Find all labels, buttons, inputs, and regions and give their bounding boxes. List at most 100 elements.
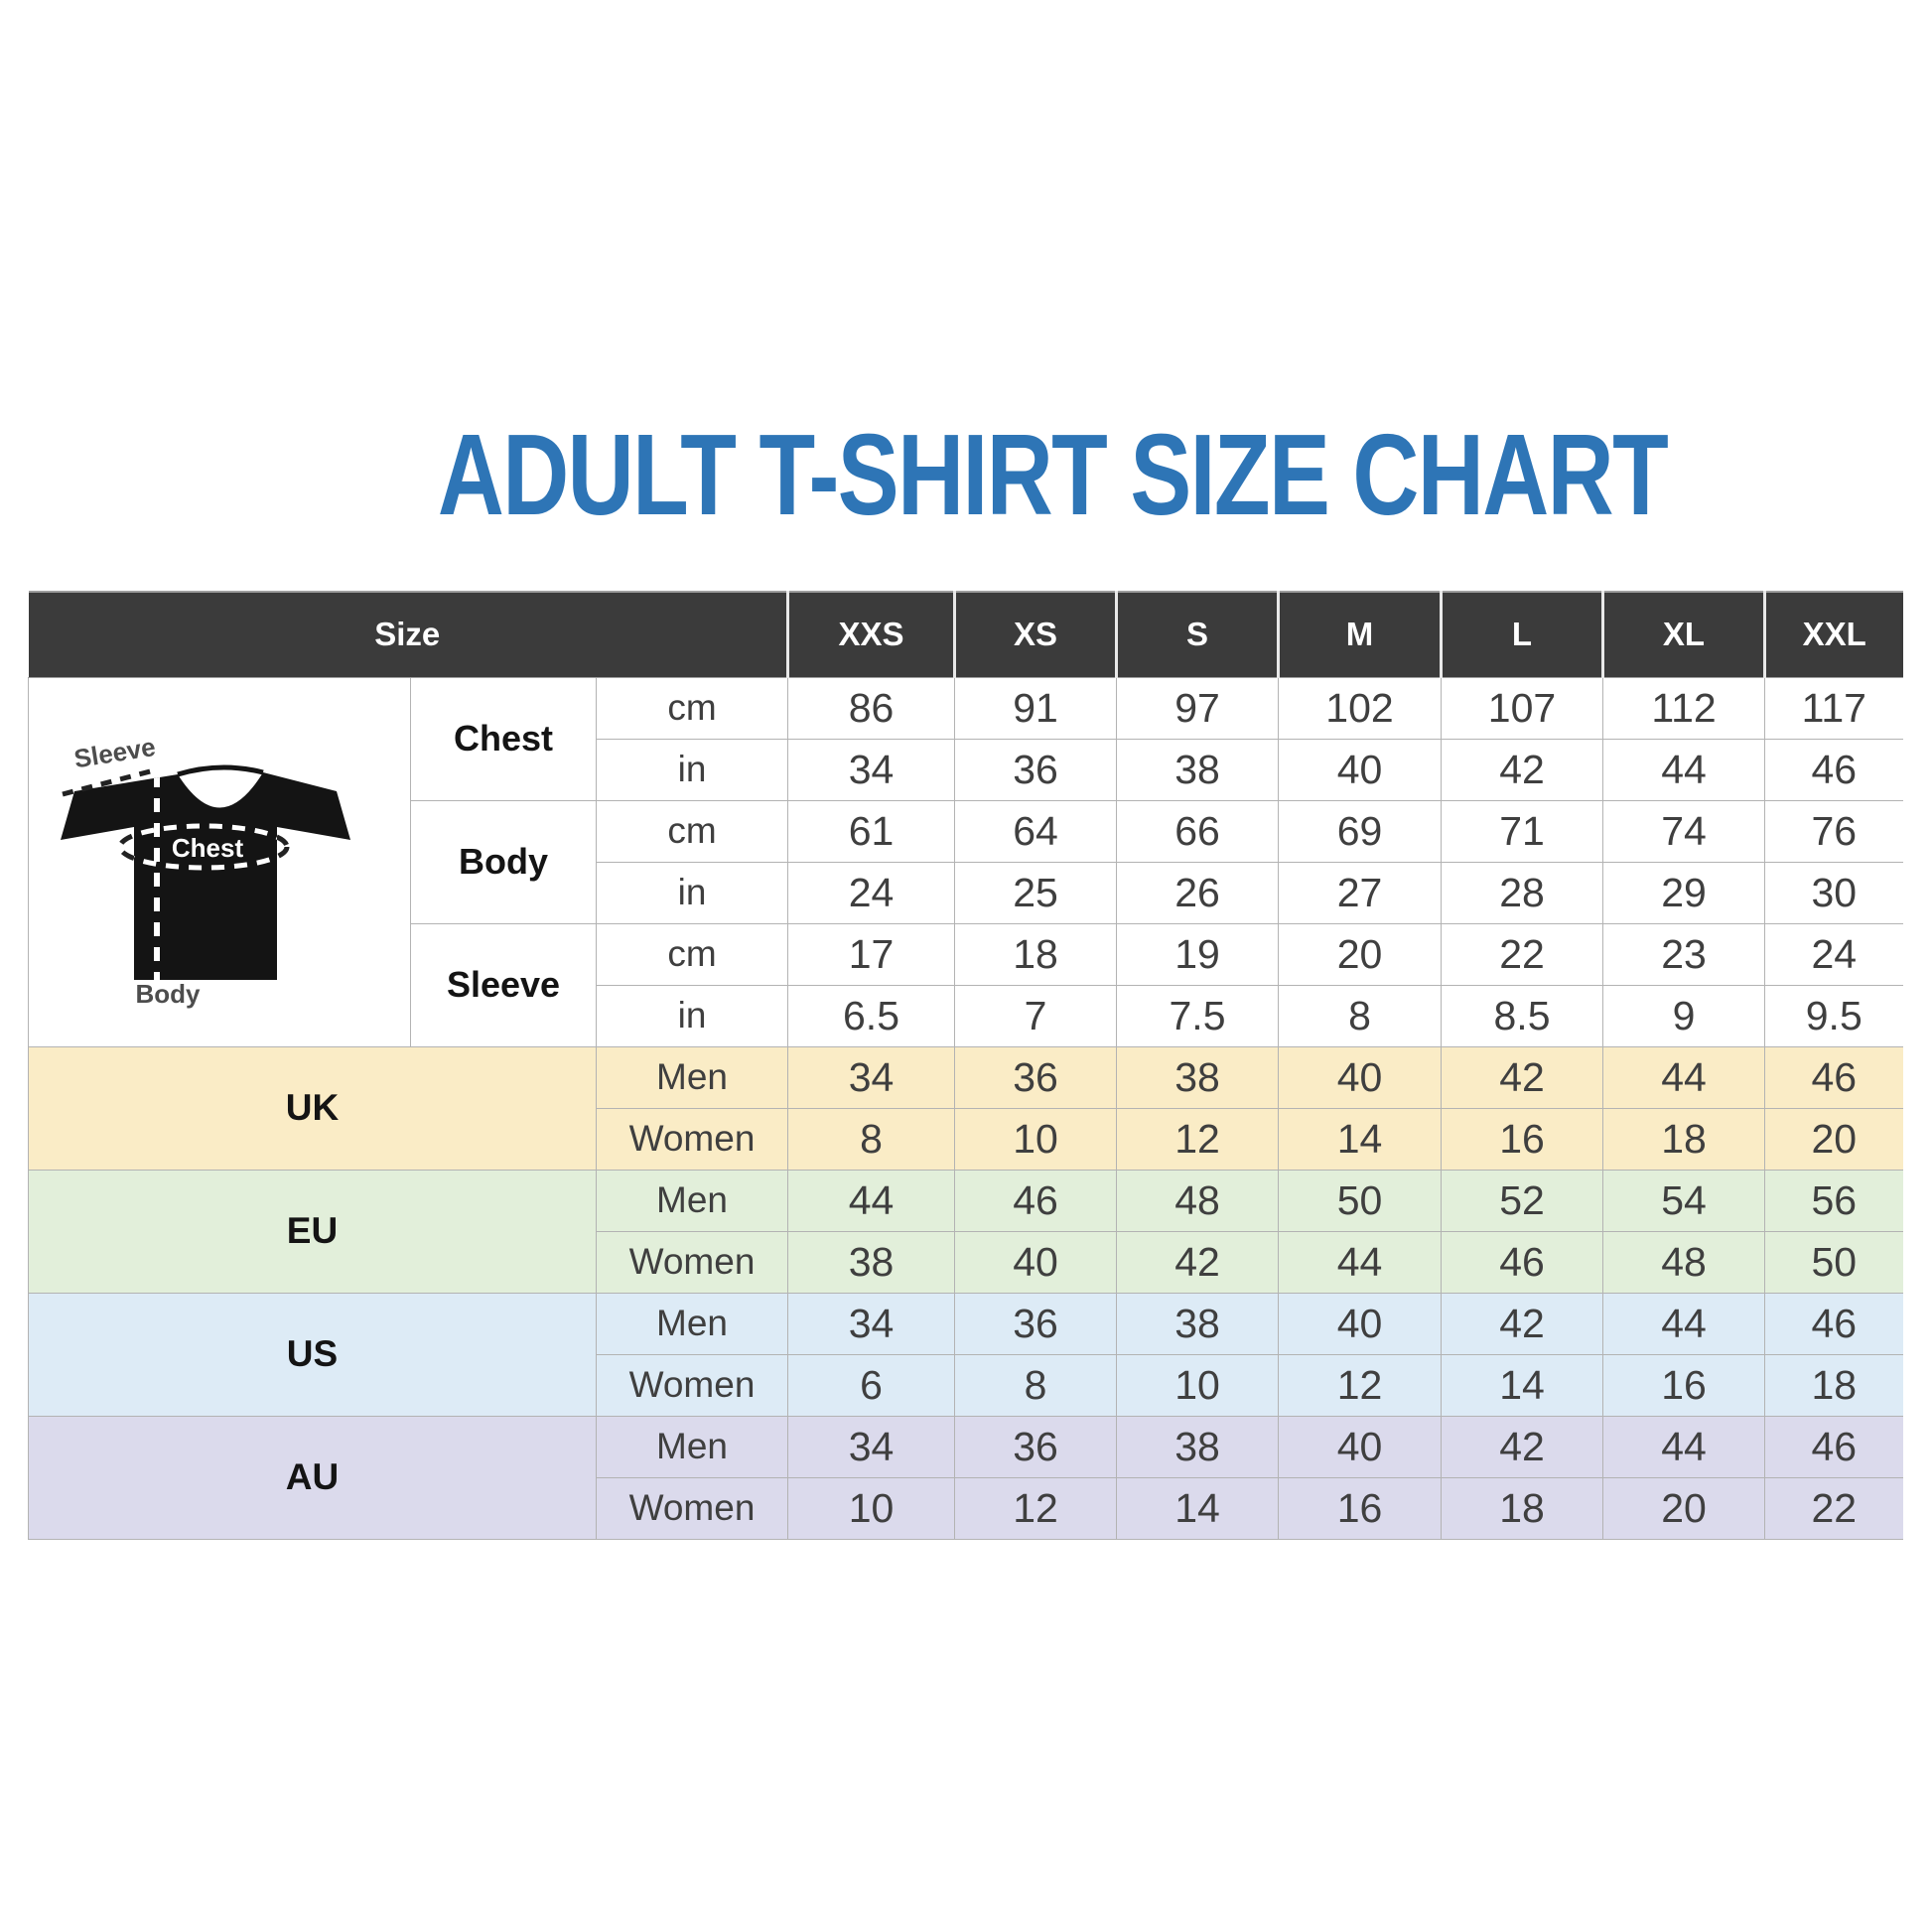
chest-label: Chest	[172, 833, 244, 863]
size-value-cell: 10	[1116, 1353, 1279, 1417]
size-value-cell: 44	[1278, 1230, 1442, 1294]
collar-line	[177, 764, 264, 776]
size-value-cell: 46	[1764, 1045, 1903, 1109]
unit-cell: in	[596, 861, 788, 924]
size-value-cell: 28	[1441, 861, 1603, 924]
size-value-cell: 16	[1278, 1476, 1442, 1540]
size-value-cell: 29	[1602, 861, 1765, 924]
row-body-cm: Body cm 61 64 66 69 71 74 76	[29, 799, 1903, 924]
size-value-cell: 74	[1602, 799, 1765, 863]
size-value-cell: 10	[954, 1107, 1117, 1171]
size-value-cell: 8.5	[1441, 984, 1603, 1047]
row-eu-men: EU Men 44 46 48 50 52 54 56	[28, 1169, 1903, 1294]
size-value-cell: 24	[787, 861, 955, 924]
size-value-cell: 52	[1441, 1169, 1603, 1232]
size-value-cell: 40	[1278, 1045, 1442, 1109]
size-value-cell: 6	[787, 1353, 955, 1417]
size-value-cell: 44	[1602, 1292, 1765, 1355]
region-label-us: US	[28, 1292, 597, 1417]
size-value-cell: 46	[1764, 1415, 1903, 1478]
row-uk-women: Women 8 10 12 14 16 18 20	[29, 1107, 1903, 1171]
size-value-cell: 42	[1441, 1415, 1603, 1478]
row-au-women: Women 10 12 14 16 18 20 22	[29, 1476, 1903, 1540]
unit-cell: Women	[596, 1353, 788, 1417]
size-value-cell: 46	[1764, 1292, 1903, 1355]
size-value-cell: 61	[787, 799, 955, 863]
row-au-men: AU Men 34 36 38 40 42 44 46	[28, 1415, 1903, 1540]
unit-cell: Men	[596, 1169, 788, 1232]
size-value-cell: 48	[1602, 1230, 1765, 1294]
page-title: ADULT T-SHIRT SIZE CHART	[437, 410, 1669, 539]
size-chart-table: Size XXS XS S M L XL XXL	[28, 591, 1903, 1540]
size-value-cell: 86	[787, 676, 955, 740]
size-value-cell: 38	[1116, 738, 1279, 801]
size-value-cell: 66	[1116, 799, 1279, 863]
size-value-cell: 40	[954, 1230, 1117, 1294]
size-value-cell: 46	[1441, 1230, 1603, 1294]
header-size: Size	[28, 591, 788, 678]
size-value-cell: 56	[1764, 1169, 1903, 1232]
row-body-in: in 24 25 26 27 28 29 30	[29, 861, 1903, 924]
region-label-au: AU	[28, 1415, 597, 1540]
header-m: M	[1277, 591, 1442, 678]
size-value-cell: 18	[1602, 1107, 1765, 1171]
size-value-cell: 34	[787, 1292, 955, 1355]
size-value-cell: 16	[1602, 1353, 1765, 1417]
size-value-cell: 12	[954, 1476, 1117, 1540]
unit-cell: cm	[596, 799, 788, 863]
size-value-cell: 64	[954, 799, 1117, 863]
size-value-cell: 42	[1441, 1045, 1603, 1109]
size-value-cell: 26	[1116, 861, 1279, 924]
region-label-uk: UK	[28, 1045, 597, 1171]
size-value-cell: 40	[1278, 738, 1442, 801]
size-value-cell: 23	[1602, 922, 1765, 986]
size-value-cell: 44	[787, 1169, 955, 1232]
size-value-cell: 8	[954, 1353, 1117, 1417]
size-value-cell: 46	[954, 1169, 1117, 1232]
size-value-cell: 107	[1441, 676, 1603, 740]
row-chest-cm: Sleeve Chest Body Chest cm 86 91 97 102 …	[28, 676, 1903, 1047]
size-value-cell: 34	[787, 1415, 955, 1478]
unit-cell: cm	[596, 922, 788, 986]
tshirt-diagram-cell: Sleeve Chest Body	[28, 676, 411, 1047]
row-uk-men: UK Men 34 36 38 40 42 44 46	[28, 1045, 1903, 1171]
chest-ellipse-outer	[117, 823, 290, 870]
row-chest-in: in 34 36 38 40 42 44 46	[29, 738, 1903, 801]
size-value-cell: 50	[1764, 1230, 1903, 1294]
size-value-cell: 91	[954, 676, 1117, 740]
sleeve-dashed-line	[62, 766, 159, 796]
size-value-cell: 25	[954, 861, 1117, 924]
tshirt-icon	[61, 771, 350, 980]
size-value-cell: 14	[1441, 1353, 1603, 1417]
row-us-men: US Men 34 36 38 40 42 44 46	[28, 1292, 1903, 1417]
size-value-cell: 46	[1764, 738, 1903, 801]
size-value-cell: 17	[787, 922, 955, 986]
size-value-cell: 12	[1278, 1353, 1442, 1417]
size-value-cell: 7	[954, 984, 1117, 1047]
size-value-cell: 44	[1602, 1045, 1765, 1109]
size-value-cell: 9	[1602, 984, 1765, 1047]
size-value-cell: 117	[1764, 676, 1903, 740]
size-value-cell: 69	[1278, 799, 1442, 863]
size-value-cell: 22	[1441, 922, 1603, 986]
header-xs: XS	[953, 591, 1117, 678]
tshirt-diagram: Sleeve Chest Body	[61, 731, 350, 1009]
size-value-cell: 42	[1441, 1292, 1603, 1355]
size-value-cell: 112	[1602, 676, 1765, 740]
size-value-cell: 10	[787, 1476, 955, 1540]
size-value-cell: 38	[1116, 1415, 1279, 1478]
size-value-cell: 48	[1116, 1169, 1279, 1232]
row-sleeve-cm: Sleeve cm 17 18 19 20 22 23 24	[29, 922, 1903, 1047]
size-value-cell: 102	[1278, 676, 1442, 740]
measurement-label-chest: Chest	[410, 676, 597, 801]
size-value-cell: 50	[1278, 1169, 1442, 1232]
size-value-cell: 27	[1278, 861, 1442, 924]
unit-cell: Women	[596, 1476, 788, 1540]
size-value-cell: 71	[1441, 799, 1603, 863]
unit-cell: Women	[596, 1107, 788, 1171]
size-value-cell: 6.5	[787, 984, 955, 1047]
size-value-cell: 14	[1278, 1107, 1442, 1171]
size-value-cell: 18	[1441, 1476, 1603, 1540]
size-value-cell: 36	[954, 1292, 1117, 1355]
